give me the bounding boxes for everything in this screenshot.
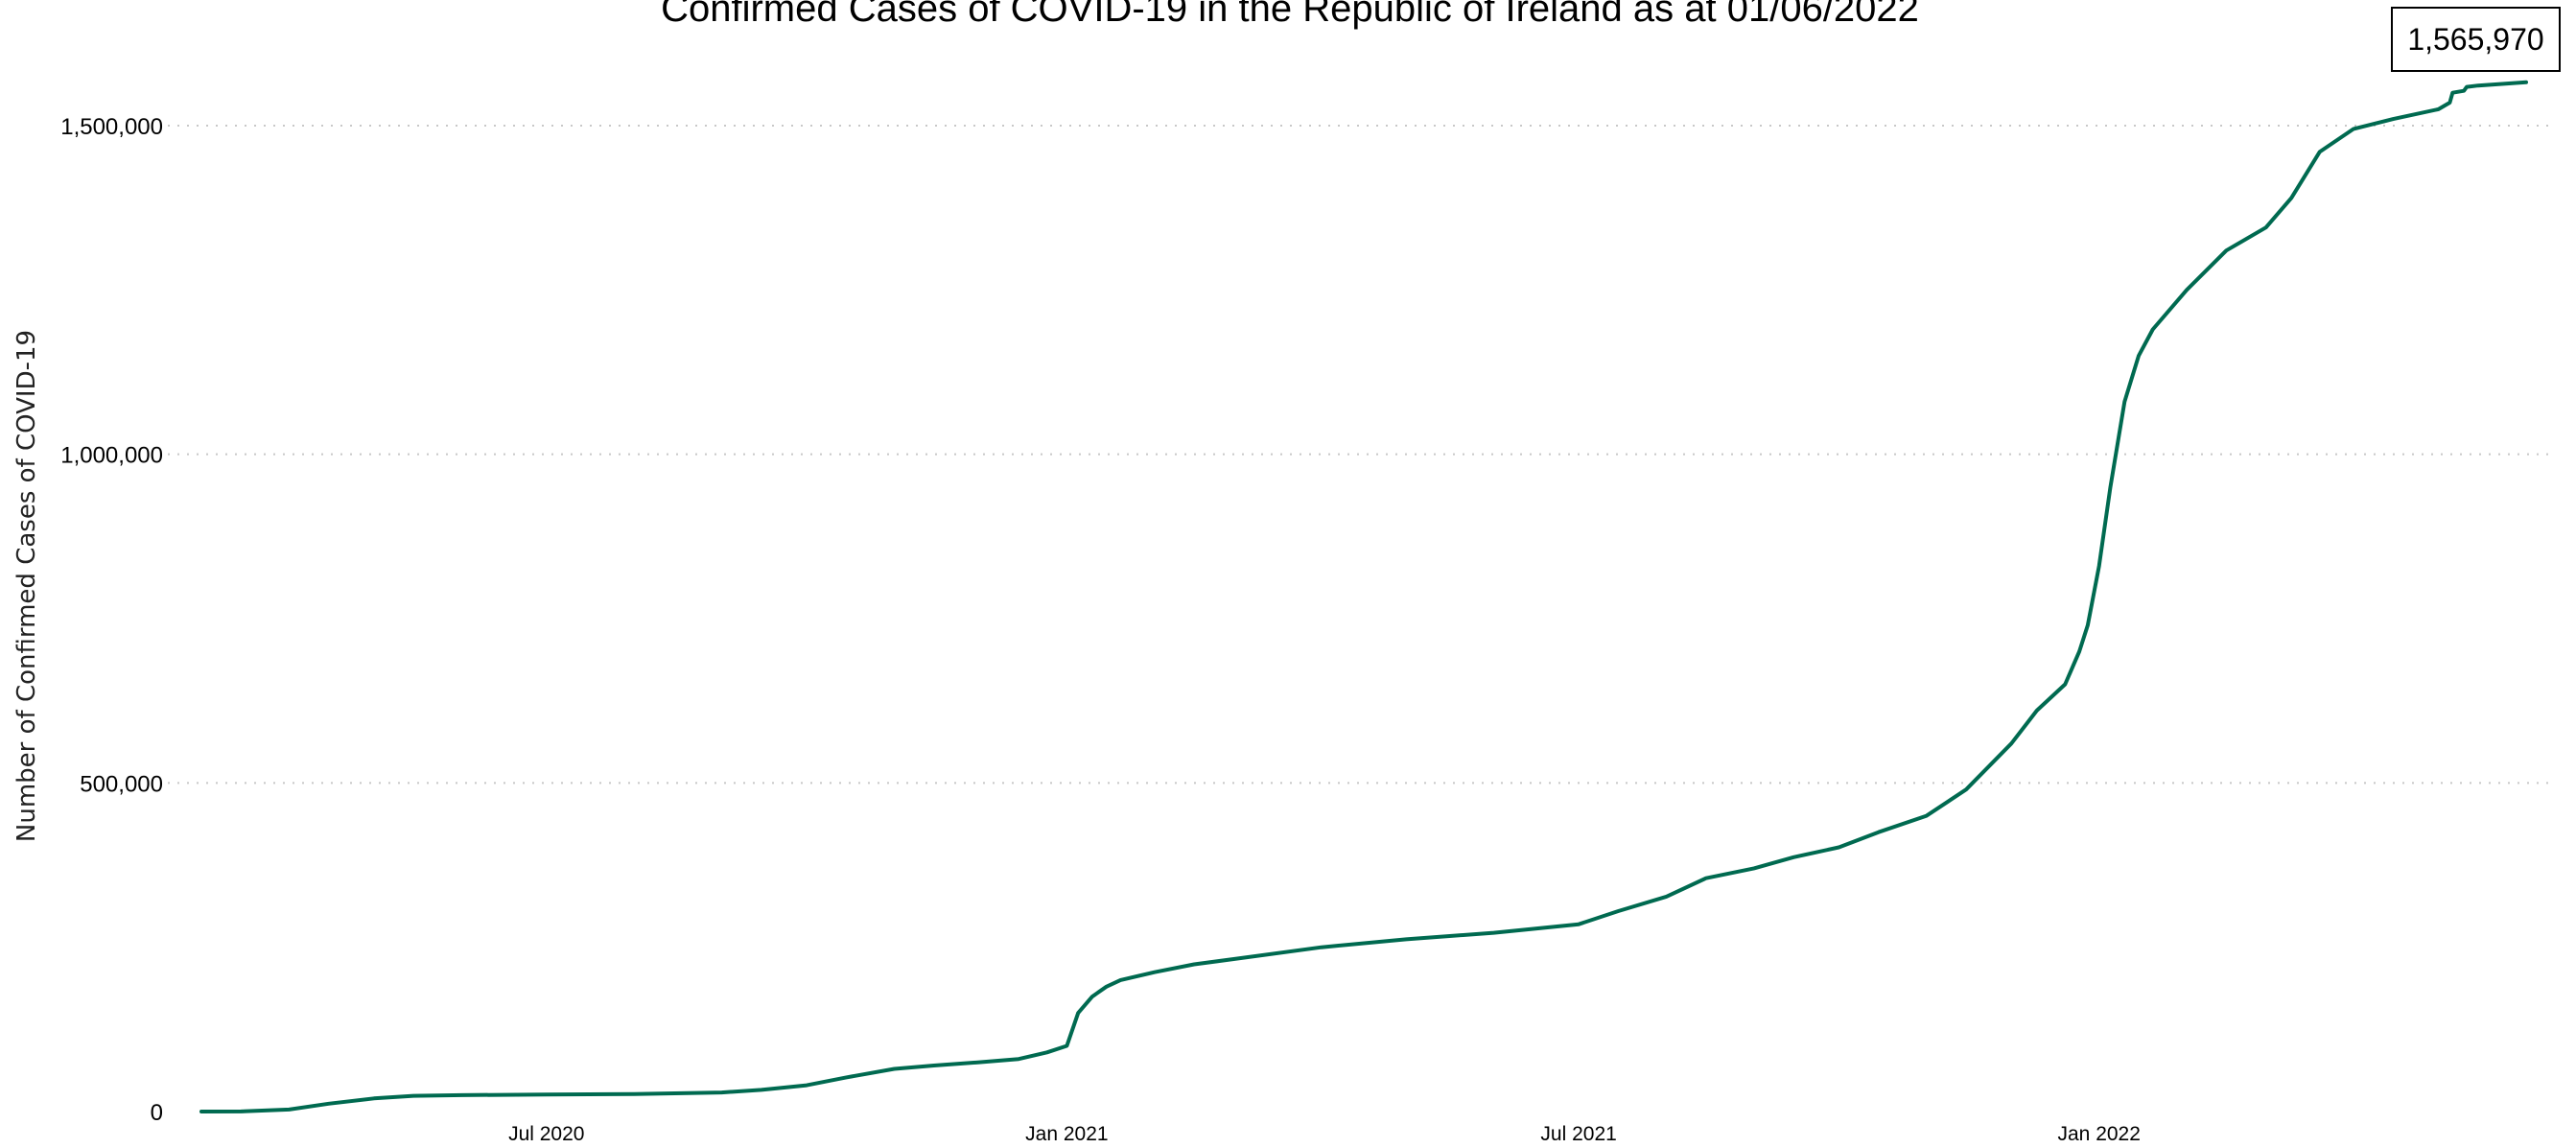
x-tick-label: Jul 2020 bbox=[508, 1123, 584, 1145]
series-line bbox=[199, 80, 2528, 1113]
annotation-box bbox=[2391, 7, 2561, 72]
annotation-label: 1,565,970 bbox=[2407, 22, 2543, 57]
y-tick-label: 500,000 bbox=[80, 771, 163, 797]
y-tick-label: 1,500,000 bbox=[60, 114, 163, 140]
grid-lines bbox=[168, 125, 2556, 785]
x-tick-label: Jul 2021 bbox=[1540, 1123, 1616, 1145]
chart-title: Confirmed Cases of COVID-19 in the Repub… bbox=[661, 0, 1919, 30]
y-axis-label: Number of Confirmed Cases of COVID-19 bbox=[12, 330, 41, 842]
y-tick-labels: 0 500,000 1,000,000 1,500,000 bbox=[60, 114, 163, 1126]
latest-value-annotation: 1,565,970 bbox=[2391, 7, 2561, 72]
series-layer bbox=[199, 80, 2528, 1113]
x-tick-labels: Jul 2020 Jan 2021 Jul 2021 Jan 2022 bbox=[508, 1123, 2141, 1145]
y-tick-label: 1,000,000 bbox=[60, 443, 163, 469]
x-tick-label: Jan 2022 bbox=[2058, 1123, 2141, 1145]
x-tick-label: Jan 2021 bbox=[1025, 1123, 1108, 1145]
y-tick-label: 0 bbox=[151, 1100, 163, 1126]
